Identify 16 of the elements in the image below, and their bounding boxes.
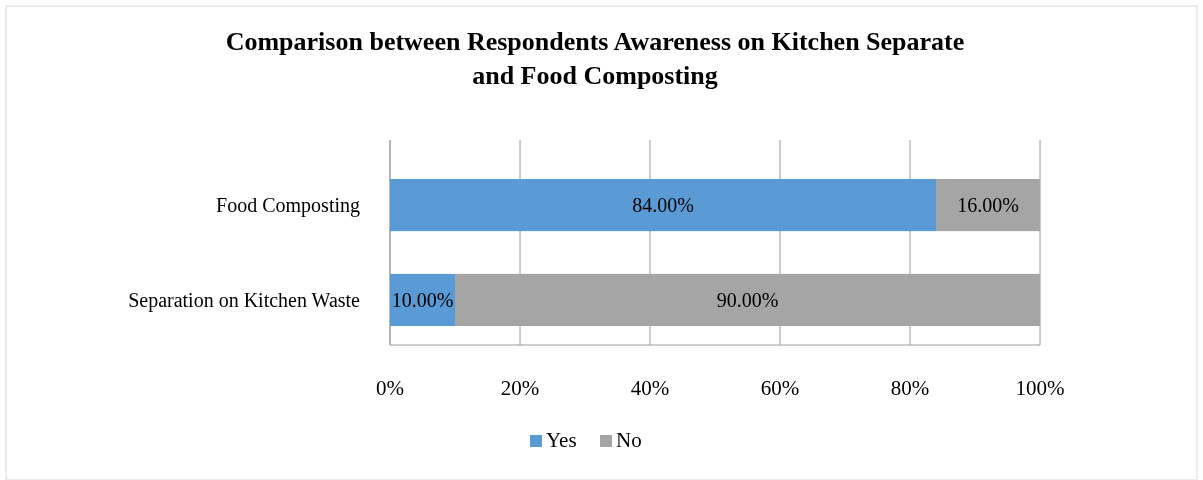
x-tick-label: 40% — [630, 376, 670, 400]
legend-label: Yes — [546, 428, 577, 452]
x-tick-label: 60% — [760, 376, 800, 400]
data-label: 16.00% — [957, 194, 1019, 217]
chart-title: Comparison between Respondents Awareness on Kitchen Separate and Food Composting — [225, 27, 965, 90]
data-label: 10.00% — [391, 288, 454, 311]
y-tick-label: Separation on Kitchen Waste — [128, 288, 361, 312]
legend-label: No — [616, 428, 642, 452]
x-tick-label: 0% — [376, 376, 404, 400]
x-tick-label: 80% — [890, 376, 930, 400]
x-tick-label: 20% — [500, 376, 540, 400]
bar — [390, 178, 936, 232]
data-label: 90.00% — [716, 288, 779, 311]
data-label: 84.00% — [632, 194, 694, 217]
y-tick-label: Food Composting — [216, 194, 360, 218]
x-tick-label: 100% — [1015, 376, 1065, 400]
